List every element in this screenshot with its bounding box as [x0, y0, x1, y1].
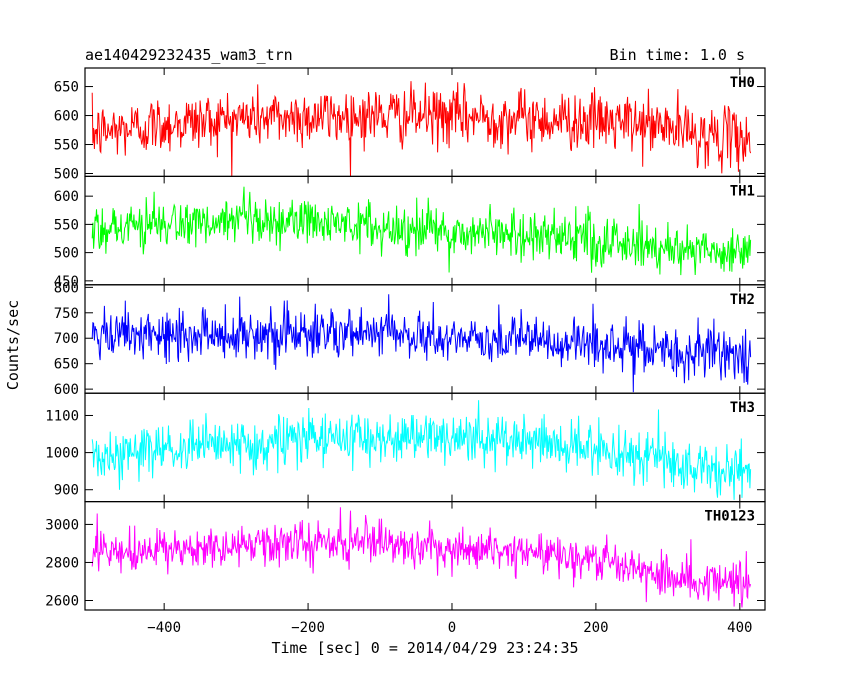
bin-time-label: Bin time: 1.0 s — [610, 46, 745, 64]
y-tick-label: 1100 — [45, 408, 79, 424]
panel-th2: 600 650 700 750 800 TH2 — [54, 280, 766, 398]
panels: 500 550 600 650 TH0 450 500 550 600 TH1 600 650 700 7… — [45, 67, 766, 611]
y-tick-label: 2800 — [45, 555, 79, 571]
y-tick-label: 550 — [54, 138, 79, 154]
y-tick-label: 450 — [54, 274, 79, 290]
chart-title: ae140429232435_wam3_trn — [85, 46, 293, 64]
panel-name-label: TH2 — [730, 292, 755, 308]
y-tick-label: 600 — [54, 382, 79, 398]
y-tick-label: 750 — [54, 306, 79, 322]
y-tick-label: 2600 — [45, 593, 79, 609]
x-tick-label: −400 — [147, 620, 181, 636]
y-tick-label: 650 — [54, 80, 79, 96]
panel-th0123: 2600 2800 3000 TH0123 — [45, 501, 766, 611]
panel-name-label: TH3 — [730, 400, 755, 416]
panel-name-label: TH0123 — [704, 509, 755, 525]
y-tick-label: 3000 — [45, 517, 79, 533]
panel-frame — [84, 501, 766, 611]
x-axis: −400 −200 0 200 400 — [147, 620, 752, 636]
panel-th0: 500 550 600 650 TH0 — [54, 67, 766, 183]
y-tick-label: 600 — [54, 189, 79, 205]
series-line-th1 — [91, 186, 752, 276]
series-line-th0123 — [91, 507, 752, 608]
x-tick-label: 400 — [727, 620, 752, 636]
series-line-th3 — [91, 400, 752, 500]
panel-name-label: TH1 — [730, 183, 755, 199]
series-line-th2 — [91, 294, 752, 393]
y-tick-label: 500 — [54, 167, 79, 183]
panel-name-label: TH0 — [730, 75, 755, 91]
y-tick-label: 800 — [54, 280, 79, 296]
y-tick-label: 550 — [54, 217, 79, 233]
y-axis-title: Counts/sec — [4, 300, 22, 390]
panel-th3: 900 1000 1100 TH3 — [45, 392, 766, 503]
series-line-th0 — [91, 81, 752, 177]
x-tick-label: 200 — [583, 620, 608, 636]
y-tick-label: 600 — [54, 109, 79, 125]
x-axis-title: Time [sec] 0 = 2014/04/29 23:24:35 — [271, 639, 578, 657]
panel-th1: 450 500 550 600 TH1 — [54, 175, 766, 290]
y-tick-label: 500 — [54, 246, 79, 262]
y-tick-label: 1000 — [45, 446, 79, 462]
y-tick-label: 900 — [54, 483, 79, 499]
x-tick-label: −200 — [291, 620, 325, 636]
x-tick-label: 0 — [448, 620, 456, 636]
y-tick-label: 700 — [54, 331, 79, 347]
y-tick-label: 650 — [54, 357, 79, 373]
